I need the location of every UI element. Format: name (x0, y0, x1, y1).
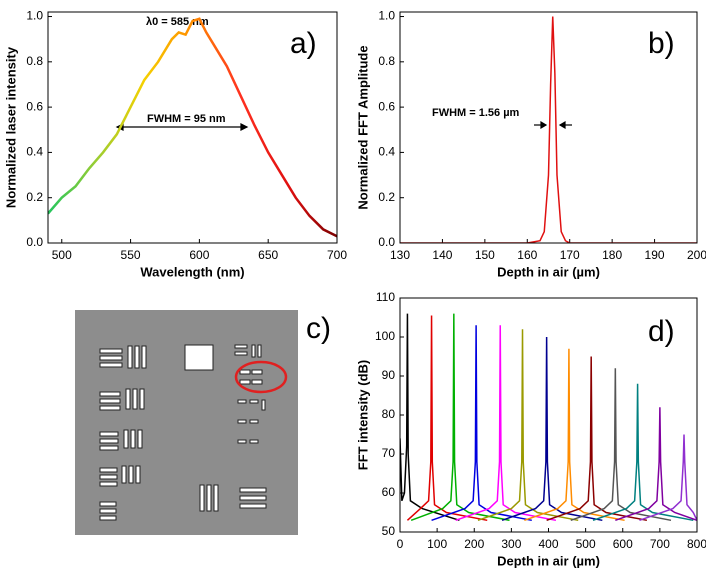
data-line (477, 329, 579, 522)
y-tick-label: 90 (382, 368, 396, 382)
data-line (400, 16, 697, 243)
y-tick-label: 0.4 (26, 145, 43, 159)
x-tick-label: 140 (432, 248, 452, 262)
annotation: λ0 = 585 nm (146, 16, 209, 28)
x-tick-label: 200 (464, 537, 484, 551)
plot-frame (399, 11, 698, 244)
x-tick-label: 200 (687, 248, 706, 262)
y-tick-label: 1.0 (378, 9, 395, 23)
x-tick-label: 650 (258, 248, 278, 262)
data-line (592, 383, 694, 522)
panel-label: b) (648, 27, 675, 60)
x-tick-label: 550 (121, 248, 141, 262)
data-line (501, 336, 603, 522)
y-axis-label: Normalized laser intensity (3, 46, 18, 208)
x-tick-label: 400 (538, 537, 558, 551)
y-axis-label: FFT intensity (dB) (355, 360, 370, 471)
y-tick-label: 0.6 (26, 99, 43, 113)
annotation: FWHM = 1.56 µm (432, 107, 520, 119)
annotation: FWHM = 95 nm (147, 113, 226, 125)
x-tick-label: 0 (397, 537, 404, 551)
x-tick-label: 600 (613, 537, 633, 551)
plot-frame (47, 11, 338, 244)
y-tick-label: 0.0 (378, 235, 395, 249)
x-tick-label: 700 (650, 537, 670, 551)
data-line (48, 17, 337, 238)
y-tick-label: 0.2 (378, 190, 395, 204)
y-tick-label: 0.2 (26, 190, 43, 204)
y-tick-label: 50 (382, 524, 396, 538)
x-tick-label: 150 (475, 248, 495, 262)
x-tick-label: 100 (427, 537, 447, 551)
data-line (570, 368, 672, 522)
y-axis-label: Normalized FFT Amplitude (355, 45, 370, 209)
x-tick-label: 160 (517, 248, 537, 262)
data-line (410, 313, 510, 522)
x-tick-label: 500 (576, 537, 596, 551)
y-tick-label: 60 (382, 485, 396, 499)
y-tick-label: 0.8 (378, 54, 395, 68)
y-tick-label: 70 (382, 446, 396, 460)
y-tick-label: 0.0 (26, 235, 43, 249)
y-tick-label: 0.6 (378, 99, 395, 113)
y-tick-label: 110 (376, 290, 395, 304)
plot-frame (399, 297, 698, 533)
y-tick-label: 100 (375, 329, 395, 343)
data-line (455, 325, 557, 522)
x-tick-label: 800 (687, 537, 706, 551)
x-tick-label: 180 (602, 248, 622, 262)
data-line (546, 356, 648, 522)
data-line (524, 348, 625, 522)
x-tick-label: 600 (189, 248, 209, 262)
resolution-target-image (75, 310, 298, 535)
x-tick-label: 170 (560, 248, 580, 262)
x-tick-label: 130 (390, 248, 410, 262)
x-tick-label: 700 (327, 248, 347, 262)
data-line (400, 313, 460, 522)
y-tick-label: 0.8 (26, 54, 43, 68)
x-tick-label: 300 (501, 537, 521, 551)
data-line (431, 325, 532, 522)
data-line (639, 434, 697, 522)
panel-label: c) (306, 312, 331, 345)
y-tick-label: 0.4 (378, 145, 395, 159)
x-tick-label: 500 (52, 248, 72, 262)
x-axis-label: Depth in air (µm) (497, 264, 600, 279)
panel-label: a) (290, 27, 317, 60)
x-axis-label: Depth in air (µm) (497, 553, 600, 568)
x-tick-label: 190 (645, 248, 665, 262)
panel-label: d) (648, 315, 675, 348)
y-tick-label: 80 (382, 407, 396, 421)
data-line (406, 315, 488, 522)
x-axis-label: Wavelength (nm) (140, 264, 244, 279)
y-tick-label: 1.0 (26, 9, 43, 23)
